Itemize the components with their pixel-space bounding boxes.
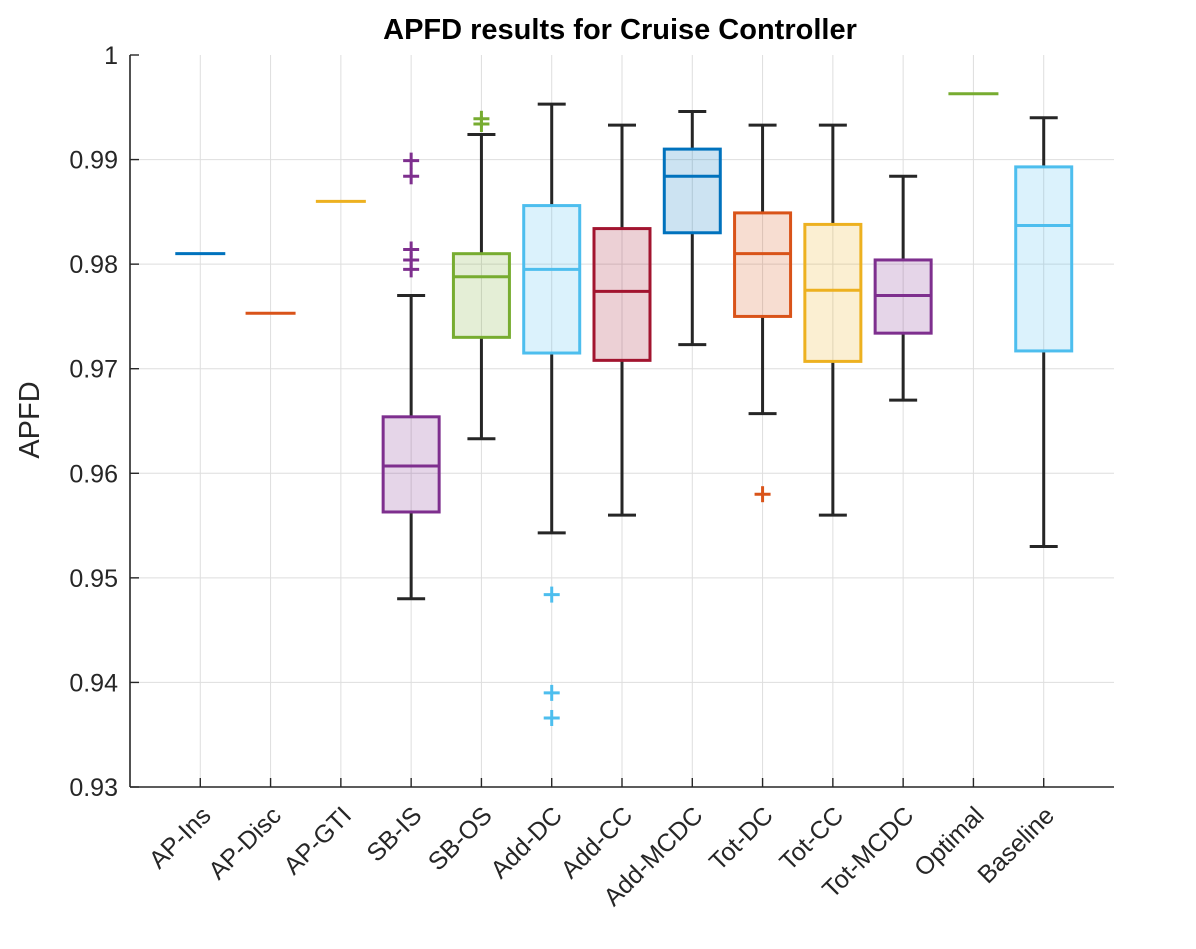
y-tick-label: 0.98 — [69, 251, 118, 279]
outlier-marker — [543, 586, 560, 603]
outlier-marker — [754, 486, 771, 503]
outlier-marker — [403, 152, 420, 169]
outlier-marker — [403, 168, 420, 185]
box-series — [175, 92, 1074, 726]
box-sb-os — [451, 110, 511, 441]
y-tick-label: 0.99 — [69, 147, 118, 175]
outlier-marker — [403, 241, 420, 258]
box-tot-dc — [733, 123, 793, 503]
y-tick-label: 0.95 — [69, 565, 118, 593]
box-add-dc — [522, 102, 582, 726]
y-tick-label: 0.94 — [69, 669, 118, 697]
box-iqr — [1014, 165, 1074, 353]
box-iqr — [451, 252, 511, 339]
box-iqr — [662, 147, 722, 235]
box-iqr — [592, 227, 652, 362]
y-axis-label: APFD — [14, 381, 46, 458]
box-iqr — [522, 204, 582, 355]
outlier-marker — [543, 709, 560, 726]
y-tick-labels: 0.93 0.94 0.95 0.96 0.97 0.98 0.99 1 — [69, 42, 118, 802]
box-iqr — [381, 415, 441, 514]
box-tot-cc — [803, 123, 863, 517]
chart-title: APFD results for Cruise Controller — [383, 14, 857, 46]
outlier-marker — [473, 110, 490, 127]
box-sb-is — [381, 152, 441, 601]
box-add-cc — [592, 123, 652, 517]
box-add-mcdc — [662, 109, 722, 347]
box-iqr — [733, 211, 793, 318]
box-iqr — [803, 222, 863, 363]
box-baseline — [1014, 116, 1074, 548]
box-tot-mcdc — [873, 174, 933, 402]
y-tick-label: 0.96 — [69, 460, 118, 488]
axes — [129, 54, 1114, 788]
y-tick-label: 0.97 — [69, 356, 118, 384]
y-tick-label: 0.93 — [69, 774, 118, 802]
y-tick-label: 1 — [104, 42, 118, 70]
outlier-marker — [543, 684, 560, 701]
